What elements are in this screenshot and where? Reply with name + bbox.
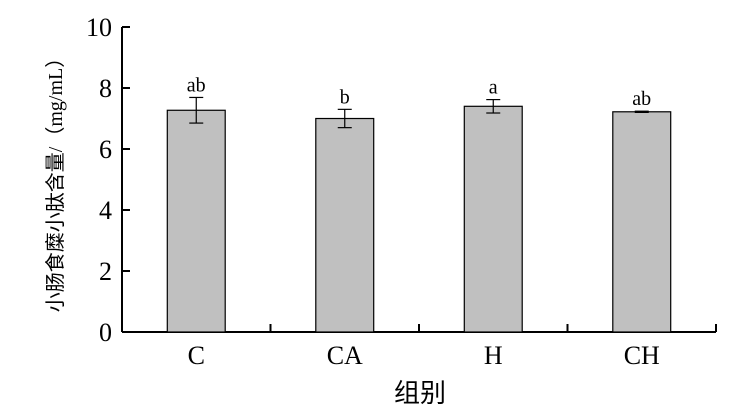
y-axis-title: 小肠食糜小肽含量/（mg/mL） (44, 48, 67, 312)
bars (166, 96, 672, 333)
x-tick-label: CA (327, 341, 363, 370)
significance-label: a (489, 77, 498, 99)
x-tick-label: C (188, 341, 205, 370)
bar-h (463, 105, 523, 333)
significance-label: b (340, 86, 350, 108)
labels: ab Cb CA a Hab CH (187, 74, 660, 370)
y-tick-label: 10 (86, 13, 112, 42)
bar-ch (612, 111, 672, 333)
y-tick-label: 2 (99, 257, 112, 286)
x-axis-title: 组别 (394, 379, 446, 408)
y-tick-label: 0 (99, 318, 112, 347)
y-tick-label: 4 (99, 196, 112, 225)
y-tick-label: 8 (99, 74, 112, 103)
significance-label: ab (632, 88, 651, 110)
bar-ca (315, 117, 375, 333)
x-tick-label: CH (624, 341, 660, 370)
x-tick-label: H (484, 341, 503, 370)
y-tick-label: 6 (99, 135, 112, 164)
significance-label: ab (187, 74, 206, 96)
bar-c (166, 109, 226, 333)
